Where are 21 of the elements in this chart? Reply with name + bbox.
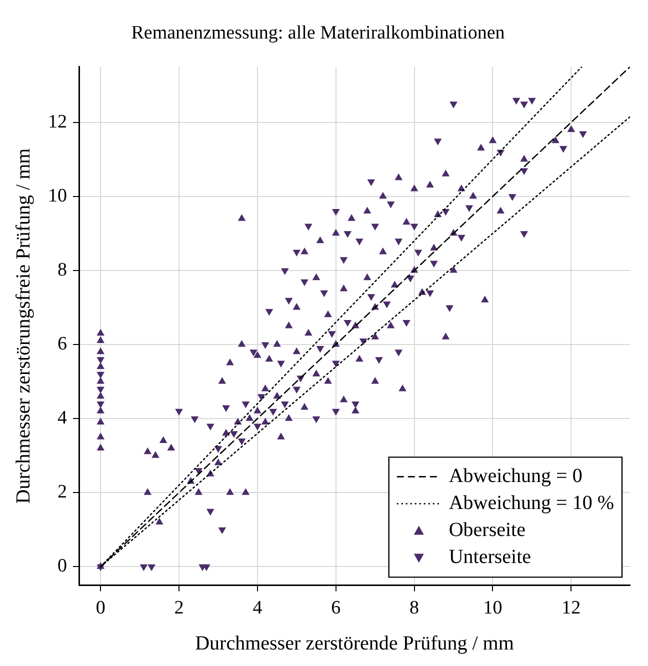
legend-label: Abweichung = 0 (448, 464, 582, 487)
x-tick-label: 10 (483, 598, 502, 619)
legend-label: Abweichung = 10 % (448, 492, 614, 514)
chart-title: Remanenzmessung: alle Materiralkombinationen (131, 22, 506, 44)
y-tick-label: 0 (58, 556, 67, 577)
x-axis-title: Durchmesser zerstörende Prüfung / mm (195, 632, 514, 654)
y-tick-label: 4 (58, 408, 68, 429)
x-tick-label: 4 (252, 598, 263, 619)
y-tick-label: 10 (48, 185, 67, 206)
y-tick-label: 8 (58, 259, 67, 280)
x-tick-label: 12 (562, 598, 581, 619)
x-tick-label: 6 (331, 598, 341, 619)
x-tick-label: 2 (174, 598, 184, 619)
y-tick-label: 6 (58, 334, 67, 354)
x-tick-label: 8 (410, 598, 420, 619)
x-tick-label: 0 (96, 598, 106, 619)
legend-label: Oberseite (448, 518, 526, 541)
y-axis-title: Durchmesser zerstörungsfreie Prüfung / mm (12, 148, 34, 504)
legend-label: Unterseite (448, 546, 532, 568)
y-tick-label: 2 (58, 482, 67, 503)
y-tick-label: 12 (48, 111, 67, 132)
